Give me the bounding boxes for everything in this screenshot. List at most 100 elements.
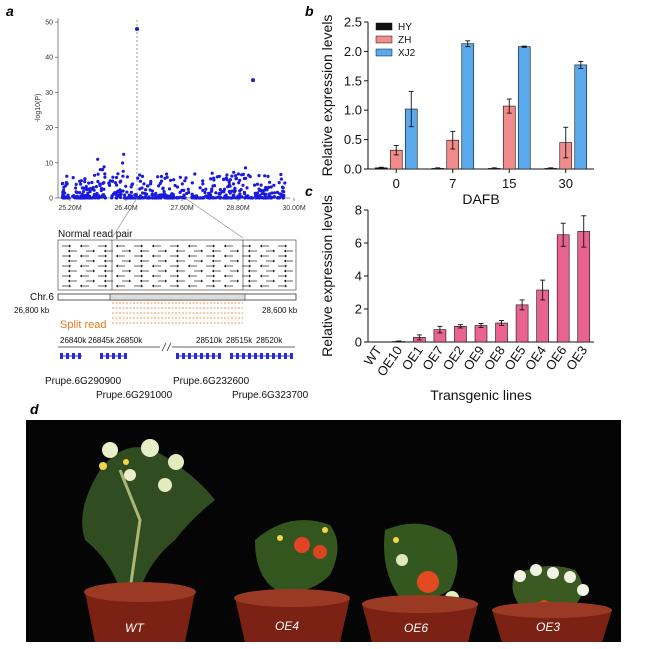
manhattan-point [184,176,188,180]
gene-exon [78,353,81,359]
read-arrow-head [212,269,214,273]
manhattan-point [181,196,185,200]
read-arrow-head [176,279,178,283]
manhattan-point [180,182,184,186]
manhattan-point [186,187,190,191]
manhattan-point [130,182,135,186]
read-arrow-head [249,244,251,248]
read-arrow-head [249,264,251,268]
manhattan-point [119,195,123,200]
read-arrow-head [224,254,226,258]
manhattan-point [281,189,285,193]
manhattan-point [218,188,222,192]
read-arrow-head [224,284,226,288]
read-arrow-head [285,244,287,248]
manhattan-point [257,195,261,199]
manhattan-point [121,174,125,178]
bar-oe9 [474,325,488,343]
manhattan-point [92,188,96,192]
split-read-label: Split read [60,319,106,331]
x-tick-label-oe2: OE2 [440,343,467,373]
manhattan-point [130,196,134,200]
gene-exon [278,353,281,359]
manhattan-point [90,180,94,185]
manhattan-point [116,172,120,176]
read-arrow-head [68,279,70,283]
bar-oe6 [556,234,570,343]
manhattan-point [249,196,253,200]
read-arrow-head [105,244,107,248]
manhattan-point [190,196,194,200]
manhattan-point [75,190,79,194]
read-arrow-head [248,259,250,263]
manhattan-point [101,194,105,198]
manhattan-point [157,184,161,188]
y-tick-label: 1.0 [344,103,362,118]
read-arrow-head [80,264,82,268]
manhattan-point [96,157,100,161]
read-arrow-head [249,284,251,288]
read-arrow-head [165,269,167,273]
manhattan-point [80,186,84,190]
manhattan-point [98,182,102,186]
manhattan-point [161,187,165,191]
read-arrow-head [248,249,250,253]
manhattan-point [127,193,131,197]
read-arrow-head [273,269,275,273]
manhattan-point [167,187,172,191]
legend-label-zh: ZH [398,35,411,46]
read-arrow-head [284,249,286,253]
chart-c-xlabel: Transgenic lines [430,387,531,403]
manhattan-point [175,185,180,189]
read-arrow-head [201,259,203,263]
read-arrow-head [260,244,262,248]
manhattan-point [228,178,232,182]
manhattan-point [225,173,229,177]
manhattan-point [115,194,119,198]
manhattan-point [126,196,130,200]
read-arrow-head [80,284,82,288]
read-arrow-head [285,264,287,268]
read-arrow-head [213,254,215,258]
manhattan-plot: 0 10 20 30 40 50 25.20M 26.40M 27.60M 28.80M 30.0… [35,18,306,212]
manhattan-point [275,190,279,194]
manhattan-point [112,192,116,196]
read-arrow-head [68,259,70,263]
manhattan-point [113,181,118,185]
read-arrow-head [177,264,179,268]
manhattan-point [91,185,95,190]
gene-exon [188,353,191,359]
manhattan-point [85,188,89,192]
manhattan-point [87,181,91,185]
manhattan-point [65,174,69,178]
manhattan-point [125,175,129,179]
manhattan-point [283,181,287,185]
manhattan-point [121,189,125,193]
x-tick-label-oe9: OE9 [460,343,487,373]
manhattan-point [201,182,205,186]
manhattan-point [242,176,246,181]
manhattan-point [190,181,194,185]
manhattan-point [241,183,245,187]
read-arrow-head [105,264,107,268]
manhattan-point [124,184,128,188]
manhattan-point [71,176,75,180]
read-arrow-head [201,249,203,253]
manhattan-point [272,195,276,199]
manhattan-ytick-label: 40 [45,55,53,62]
read-arrow-head [68,269,70,273]
read-arrow-head [116,274,118,278]
read-arrow-head [152,244,154,248]
gene-exon [248,353,251,359]
legend-swatch-hy [375,22,393,31]
panel-letter-c: c [305,183,313,199]
manhattan-point [123,196,127,200]
read-arrow-head [188,284,190,288]
manhattan-point [211,184,215,188]
manhattan-point [210,187,214,191]
manhattan-point [63,191,67,195]
legend-label-xj2: XJ2 [398,48,416,59]
read-arrow-head [129,249,131,253]
gene-exon [260,353,263,359]
